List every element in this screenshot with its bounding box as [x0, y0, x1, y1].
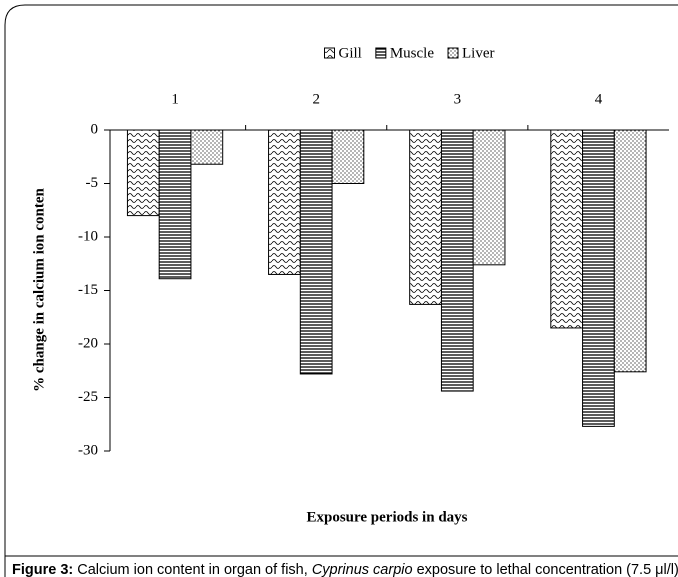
y-tick-label: -10	[78, 228, 98, 244]
caption-text: Calcium ion content in organ of fish,	[73, 562, 312, 577]
bar	[550, 129, 584, 329]
x-tick-label: 1	[171, 91, 179, 107]
x-tick-label: 3	[454, 91, 462, 107]
y-tick-label: -30	[78, 442, 98, 458]
bar	[268, 129, 301, 275]
caption-label: Figure 3:	[12, 562, 73, 577]
y-tick-label: -20	[78, 335, 98, 351]
bar	[158, 129, 192, 280]
y-axis-label: % change in calcium ion conten	[31, 187, 47, 391]
legend-label: Gill	[339, 45, 362, 61]
x-tick-label: 2	[312, 91, 320, 107]
x-axis-label: Exposure periods in days	[306, 509, 467, 525]
y-tick-label: -5	[86, 175, 99, 191]
legend-swatch	[447, 47, 459, 59]
y-tick-label: 0	[91, 121, 99, 137]
bar	[190, 129, 224, 165]
bar	[582, 129, 615, 427]
bar	[299, 129, 333, 375]
bar	[613, 129, 647, 373]
bar	[331, 129, 365, 184]
bar	[409, 129, 442, 305]
legend-swatch	[324, 47, 335, 59]
caption-species: Cyprinus carpio	[312, 562, 413, 577]
legend-swatch	[375, 47, 387, 59]
y-tick-label: -15	[78, 282, 98, 298]
x-tick-label: 4	[595, 91, 603, 107]
frame	[4, 4, 678, 577]
caption-text: exposure to lethal concentration (7.5 μl…	[413, 562, 678, 577]
legend-label: Liver	[462, 45, 494, 61]
bar	[126, 129, 160, 217]
caption: Figure 3: Calcium ion content in organ o…	[12, 562, 678, 577]
bar	[472, 129, 506, 266]
bar	[440, 129, 474, 392]
legend-label: Muscle	[390, 45, 435, 61]
y-tick-label: -25	[78, 389, 98, 405]
